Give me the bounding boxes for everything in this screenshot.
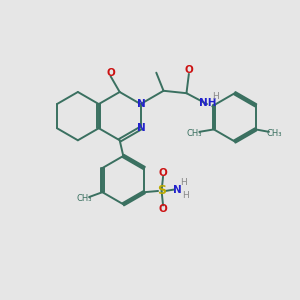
Text: O: O xyxy=(184,65,193,75)
Text: O: O xyxy=(159,204,167,214)
Text: CH₃: CH₃ xyxy=(76,194,92,203)
Text: O: O xyxy=(106,68,115,78)
Text: O: O xyxy=(159,168,167,178)
Text: NH: NH xyxy=(199,98,216,109)
Text: H: H xyxy=(212,92,219,101)
Text: N: N xyxy=(136,99,145,109)
Text: H: H xyxy=(180,178,187,187)
Text: S: S xyxy=(157,184,166,197)
Text: H: H xyxy=(182,191,189,200)
Text: N: N xyxy=(173,184,182,194)
Text: CH₃: CH₃ xyxy=(266,129,282,138)
Text: CH₃: CH₃ xyxy=(186,129,202,138)
Text: N: N xyxy=(136,123,145,133)
